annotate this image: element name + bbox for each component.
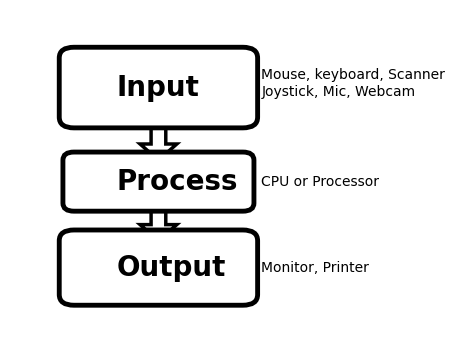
Polygon shape [140, 117, 177, 160]
FancyBboxPatch shape [59, 47, 258, 128]
Text: Monitor, Printer: Monitor, Printer [261, 261, 369, 275]
Text: Mouse, keyboard, Scanner
Joystick, Mic, Webcam: Mouse, keyboard, Scanner Joystick, Mic, … [261, 68, 445, 99]
Text: Process: Process [116, 168, 237, 196]
Text: CPU or Processor: CPU or Processor [261, 174, 379, 188]
FancyBboxPatch shape [59, 230, 258, 305]
FancyBboxPatch shape [63, 152, 254, 211]
Polygon shape [140, 203, 177, 241]
Text: Output: Output [116, 254, 226, 282]
Text: Input: Input [116, 74, 199, 102]
